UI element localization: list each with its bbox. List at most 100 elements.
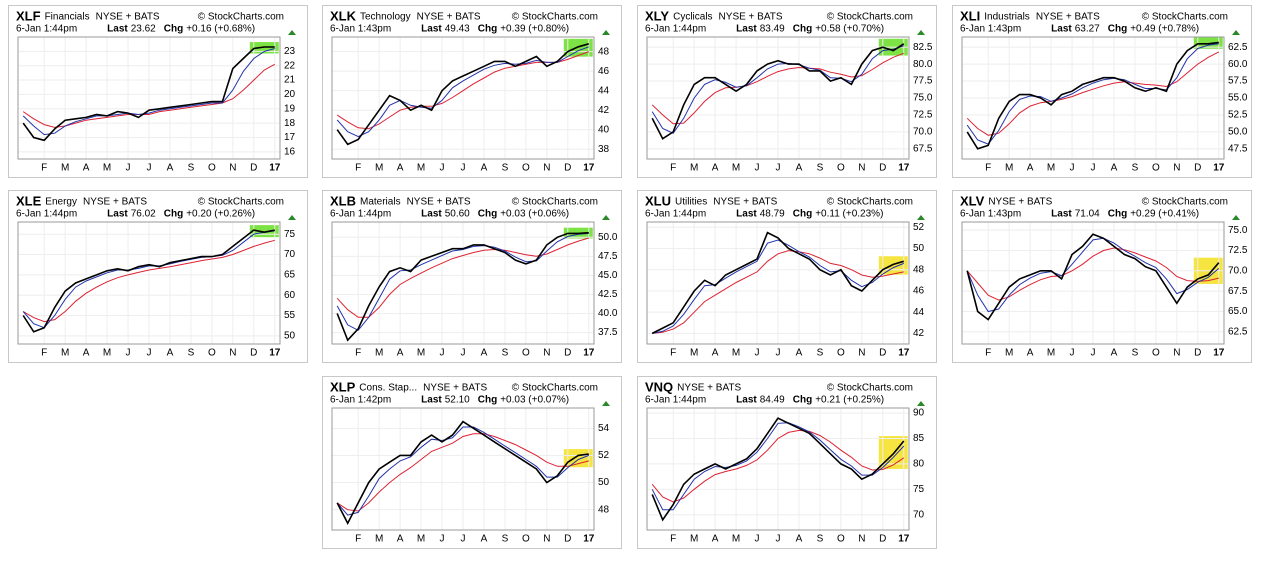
last-label: Last (107, 209, 128, 220)
y-tick-label: 65 (284, 270, 296, 281)
x-tick-label: N (543, 163, 550, 174)
up-arrow (602, 30, 610, 35)
y-tick-label: 38 (598, 144, 610, 155)
x-tick-label: J (461, 534, 466, 545)
y-tick-label: 67.5 (1228, 286, 1248, 297)
last-value: 23.62 (131, 24, 156, 35)
last-label: Last (421, 395, 442, 406)
last-value: 48.79 (760, 209, 785, 220)
x-tick-label: M (375, 534, 383, 545)
x-tick-label: F (670, 348, 676, 359)
x-tick-label: 17 (583, 534, 595, 545)
x-tick-label: A (796, 163, 803, 174)
x-tick-label: O (1152, 163, 1160, 174)
y-tick-label: 16 (284, 146, 296, 157)
y-tick-label: 70.0 (1228, 265, 1248, 276)
x-tick-label: S (1132, 163, 1139, 174)
source: © StockCharts.com (512, 12, 598, 23)
moving-average (651, 45, 904, 134)
x-tick-label: J (440, 534, 445, 545)
y-tick-label: 48 (913, 264, 925, 275)
price-line (336, 43, 590, 146)
y-tick-label: 50 (284, 331, 296, 342)
x-tick-label: J (1070, 163, 1075, 174)
up-arrow (1232, 30, 1240, 35)
x-tick-label: J (755, 348, 760, 359)
x-tick-label: A (1027, 163, 1034, 174)
x-tick-label: A (167, 163, 174, 174)
moving-average (966, 43, 1219, 145)
y-tick-label: 20 (284, 89, 296, 100)
x-tick-label: J (1091, 163, 1096, 174)
x-tick-label: J (440, 163, 445, 174)
y-tick-label: 17 (284, 132, 296, 143)
x-tick-label: N (543, 348, 550, 359)
chg-value: +0.03 (+0.07%) (500, 395, 569, 406)
moving-average (651, 422, 905, 511)
timestamp: 6-Jan 1:43pm (960, 209, 1021, 220)
chg-value: +0.20 (+0.26%) (186, 209, 255, 220)
price-line (651, 43, 905, 140)
stock-chart: VNQ NYSE + BATS © StockCharts.com 6-Jan 1:4… (637, 376, 937, 549)
x-tick-label: A (397, 348, 404, 359)
stock-chart: XLI Industrials NYSE + BATS © StockCharts.c… (952, 5, 1252, 178)
up-arrow (917, 401, 925, 406)
y-tick-label: 42 (598, 105, 610, 116)
y-tick-label: 46 (913, 286, 925, 297)
x-tick-label: M (732, 534, 740, 545)
last-label: Last (1051, 209, 1072, 220)
moving-average (652, 239, 904, 334)
x-tick-label: F (355, 348, 361, 359)
sector-name: Industrials (984, 12, 1030, 23)
x-tick-label: S (502, 348, 509, 359)
symbol: XLB (330, 193, 356, 208)
x-tick-label: D (564, 534, 571, 545)
x-tick-label: D (1194, 348, 1201, 359)
x-tick-label: A (712, 534, 719, 545)
x-tick-label: F (670, 163, 676, 174)
y-tick-label: 90 (913, 408, 925, 419)
y-tick-label: 47.5 (1228, 143, 1248, 154)
moving-average (966, 247, 1219, 301)
x-tick-label: D (879, 348, 886, 359)
last-value: 71.04 (1075, 209, 1100, 220)
last-label: Last (107, 24, 128, 35)
x-tick-label: M (375, 348, 383, 359)
x-tick-label: J (461, 163, 466, 174)
x-tick-label: N (543, 534, 550, 545)
x-tick-label: D (250, 163, 257, 174)
last-value: 49.43 (445, 24, 470, 35)
x-tick-label: F (670, 534, 676, 545)
x-tick-label: O (522, 534, 530, 545)
x-tick-label: O (522, 163, 530, 174)
x-tick-label: 17 (269, 163, 281, 174)
chg-value: +0.29 (+0.41%) (1130, 209, 1199, 220)
price-line (22, 229, 275, 333)
moving-average (22, 48, 275, 136)
chg-value: +0.03 (+0.06%) (500, 209, 569, 220)
plot-frame (646, 221, 910, 345)
x-tick-label: N (858, 163, 865, 174)
last-label: Last (736, 395, 757, 406)
x-tick-label: M (732, 163, 740, 174)
stock-chart: XLV NYSE + BATS © StockCharts.com 6-Jan 1:4… (952, 190, 1252, 363)
x-tick-label: 17 (269, 348, 281, 359)
last-value: 83.49 (760, 24, 785, 35)
x-tick-label: N (229, 163, 236, 174)
source: © StockCharts.com (1142, 12, 1228, 23)
up-arrow (917, 30, 925, 35)
x-tick-label: J (755, 534, 760, 545)
x-tick-label: M (61, 348, 69, 359)
sector-name: Utilities (675, 197, 707, 208)
symbol: XLE (16, 193, 42, 208)
exchange: NYSE + BATS (417, 12, 481, 23)
y-tick-label: 54 (598, 423, 610, 434)
up-arrow (288, 30, 296, 35)
y-tick-label: 70 (284, 249, 296, 260)
exchange: NYSE + BATS (423, 383, 487, 394)
last-label: Last (736, 24, 757, 35)
plot-frame (17, 221, 281, 345)
x-tick-label: 17 (1213, 348, 1225, 359)
y-tick-label: 52 (598, 450, 610, 461)
